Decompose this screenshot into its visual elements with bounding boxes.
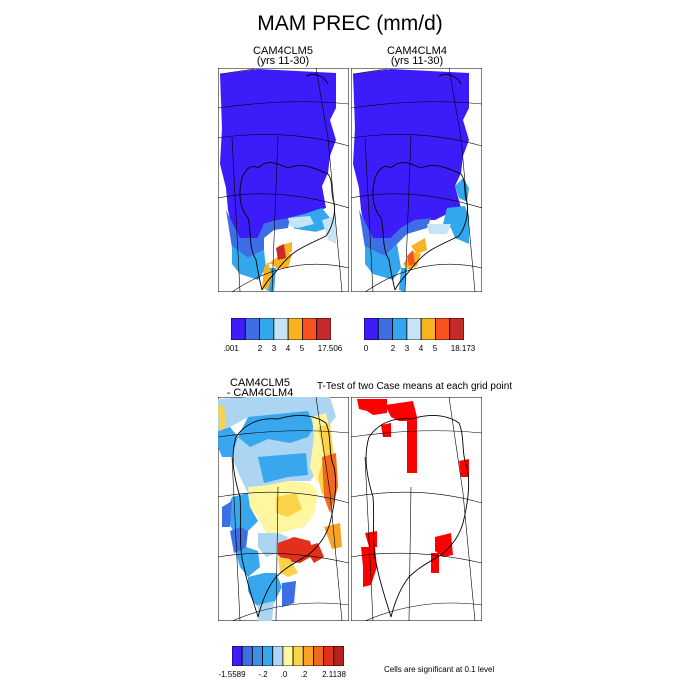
panel-title-line1: CAM4CLM5 — [253, 45, 313, 57]
map-clm5 — [218, 68, 349, 292]
map-grid-lines — [351, 68, 482, 292]
coastline — [232, 415, 337, 618]
colorbar-swatch — [377, 317, 393, 341]
colorbar-label: -1.5589 — [218, 670, 246, 679]
panel-title-ttest: T-Test of two Case means at each grid po… — [317, 381, 513, 392]
map-ttest — [351, 397, 482, 621]
colorbar-swatch — [333, 645, 345, 667]
colorbar-swatch — [323, 645, 335, 667]
panel-title-line1: CAM4CLM4 — [387, 45, 447, 57]
colorbar-swatch — [316, 317, 332, 341]
panel-title-clm4: CAM4CLM4 (yrs 11-30) — [352, 45, 482, 67]
colorbar-swatch — [406, 317, 422, 341]
colorbar-swatch — [287, 317, 303, 341]
colorbar-swatch — [272, 645, 284, 667]
map-grid-lines — [218, 397, 349, 621]
map-panel-ttest — [351, 397, 482, 621]
colorbar-label: 4 — [418, 344, 424, 353]
panel-title-line2: (yrs 11-30) — [256, 55, 310, 67]
map-grid-lines — [218, 68, 349, 292]
colorbar-label: 4 — [285, 344, 291, 353]
colorbar-swatch — [282, 645, 294, 667]
panel-title-diff: CAM4CLM5 - CAM4CLM4 — [218, 377, 302, 399]
colorbar-swatch — [313, 645, 325, 667]
colorbar-swatch — [231, 645, 243, 667]
colorbar-swatch — [292, 645, 304, 667]
colorbar-label: 3 — [271, 344, 277, 353]
coastline — [239, 73, 335, 291]
colorbar-swatch — [420, 317, 436, 341]
colorbar-label: .001 — [223, 344, 239, 353]
panel-title-line1: CAM4CLM5 — [230, 377, 290, 389]
coastline — [372, 73, 468, 291]
map-clm4 — [351, 68, 482, 292]
panel-title-clm5: CAM4CLM5 (yrs 11-30) — [218, 45, 348, 67]
colorbar-label: -.2 — [258, 670, 268, 679]
colorbar-swatch — [251, 645, 263, 667]
precip-cells — [220, 69, 336, 292]
colorbar-swatch — [302, 317, 318, 341]
map-panel-clm5 — [218, 68, 349, 292]
colorbar-label: 0 — [363, 344, 369, 353]
colorbar-swatches — [363, 317, 465, 341]
difference-cells — [218, 397, 342, 621]
colorbar-swatch — [449, 317, 465, 341]
colorbar-swatch — [435, 317, 451, 341]
colorbar-swatch — [363, 317, 379, 341]
colorbar-label: 17.506 — [317, 344, 343, 353]
colorbar-swatch — [244, 317, 260, 341]
colorbar-swatch — [230, 317, 246, 341]
significance-note: Cells are significant at 0.1 level — [384, 665, 495, 674]
map-panel-diff — [218, 397, 349, 621]
colorbar-swatch — [273, 317, 289, 341]
map-panel-clm4 — [351, 68, 482, 292]
colorbar-label: .2 — [300, 670, 308, 679]
coastline — [365, 415, 470, 618]
map-diff — [218, 397, 349, 621]
colorbar-label: .0 — [280, 670, 288, 679]
colorbar-label: 2 — [257, 344, 263, 353]
colorbar-swatch — [241, 645, 253, 667]
colorbar-swatches — [230, 317, 332, 341]
colorbar-swatch — [302, 645, 314, 667]
colorbar-label: 5 — [432, 344, 438, 353]
colorbar-swatch — [259, 317, 275, 341]
colorbar-swatch — [392, 317, 408, 341]
panel-title-line2: - CAM4CLM4 — [226, 387, 294, 399]
colorbar-clm4 — [363, 317, 465, 341]
colorbar-label: 3 — [404, 344, 410, 353]
colorbar-label: 5 — [299, 344, 305, 353]
precip-cells — [353, 69, 469, 292]
main-title: MAM PREC (mm/d) — [257, 12, 443, 35]
colorbar-label: 18.173 — [450, 344, 476, 353]
colorbar-diff — [231, 645, 345, 667]
panel-title-line2: (yrs 11-30) — [390, 55, 444, 67]
colorbar-clm5 — [230, 317, 332, 341]
colorbar-swatch — [262, 645, 274, 667]
colorbar-label: 2 — [390, 344, 396, 353]
colorbar-label: 2.1138 — [322, 670, 346, 679]
colorbar-swatches — [231, 645, 345, 667]
